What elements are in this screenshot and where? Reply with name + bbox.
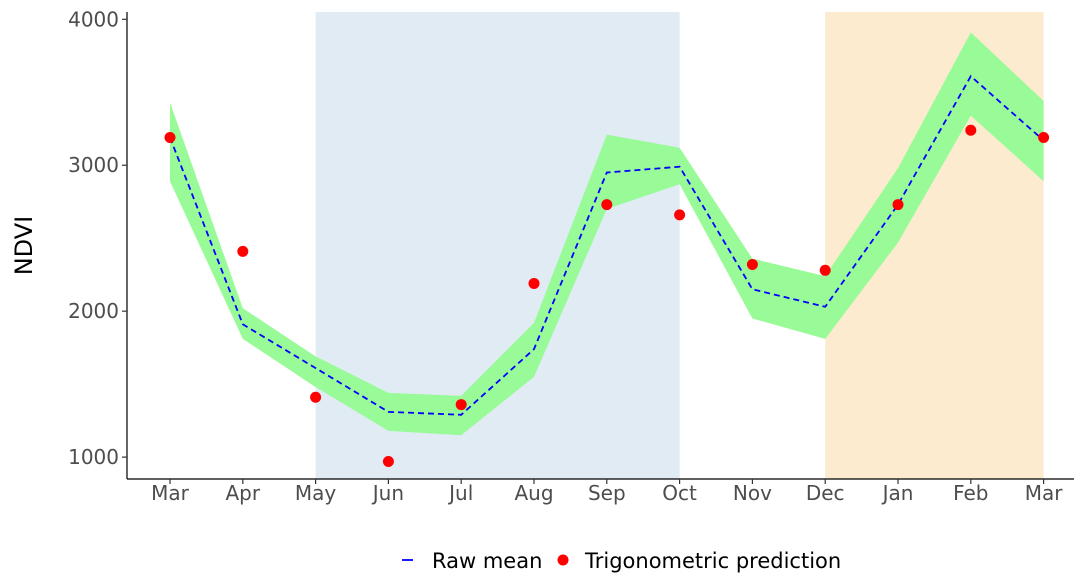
y-tick-label: 3000 — [68, 153, 119, 177]
prediction-point — [746, 258, 758, 270]
x-tick-label: Apr — [225, 481, 260, 505]
prediction-point — [310, 391, 322, 403]
raw-mean-band — [170, 32, 1044, 436]
y-axis-title: NDVI — [10, 216, 38, 276]
legend-label-raw-mean: Raw mean — [432, 549, 542, 573]
legend-key-prediction — [557, 554, 569, 566]
x-tick-label: Feb — [953, 481, 988, 505]
confidence-band — [170, 32, 1044, 436]
x-tick-label: Nov — [733, 481, 772, 505]
x-tick-label: Dec — [806, 481, 845, 505]
prediction-point — [892, 199, 904, 211]
x-tick-label: Mar — [1025, 481, 1064, 505]
x-tick-label: Jan — [881, 481, 914, 505]
prediction-point — [819, 264, 831, 276]
axes: 1000 2000 3000 4000 Mar Apr May Jun Jul Aug Sep Oct… — [68, 7, 1074, 505]
prediction-point — [455, 399, 467, 411]
prediction-point — [601, 199, 613, 211]
x-tick-label: Aug — [514, 481, 553, 505]
prediction-point — [237, 245, 249, 257]
x-tick-label: Mar — [151, 481, 190, 505]
prediction-point — [1038, 132, 1050, 144]
x-tick-label: Jul — [447, 481, 473, 505]
prediction-point — [382, 455, 394, 467]
y-tick-label: 1000 — [68, 445, 119, 469]
x-tick-label: Sep — [588, 481, 626, 505]
x-tick-label: Oct — [662, 481, 697, 505]
prediction-point — [674, 209, 686, 221]
y-tick-label: 2000 — [68, 299, 119, 323]
prediction-point — [528, 277, 540, 289]
legend: Raw mean Trigonometric prediction — [402, 549, 841, 573]
prediction-point — [965, 124, 977, 136]
prediction-point — [164, 132, 176, 144]
x-tick-label: May — [295, 481, 337, 505]
raw-mean-series-line — [169, 74, 1045, 416]
y-tick-label: 4000 — [68, 7, 119, 31]
x-tick-label: Jun — [371, 481, 404, 505]
prediction-points — [164, 124, 1050, 467]
legend-label-prediction: Trigonometric prediction — [584, 549, 841, 573]
raw-mean-line — [169, 74, 1045, 416]
